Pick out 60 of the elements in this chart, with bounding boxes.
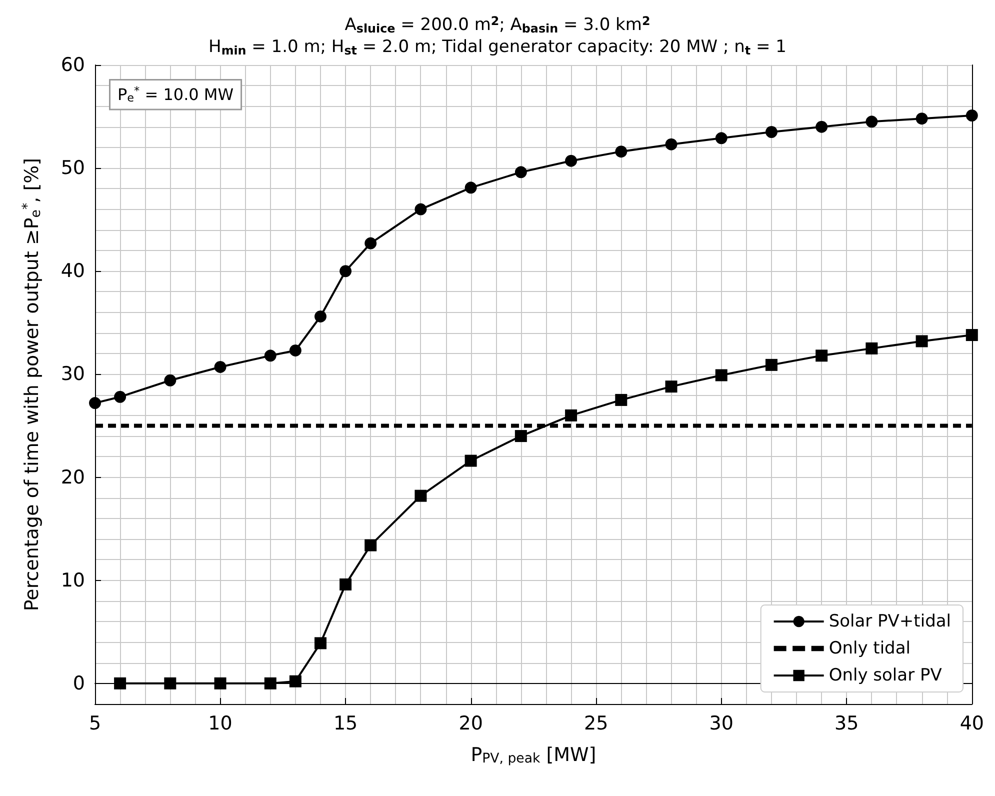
point (289, 675, 302, 688)
point (816, 120, 828, 133)
y-tick-label: 20 (60, 466, 85, 488)
point (765, 126, 778, 138)
x-tick-label: 25 (584, 712, 608, 734)
x-tick-label: 15 (333, 712, 358, 734)
point (866, 342, 878, 354)
point (765, 358, 778, 371)
point (966, 110, 978, 122)
y-tick-label: 40 (60, 260, 85, 282)
legend-label: Solar PV+tidal (828, 612, 951, 632)
point (340, 265, 352, 278)
x-tick-label: 20 (458, 712, 483, 734)
point (114, 677, 126, 690)
point (414, 490, 427, 502)
legend-label: Only tidal (828, 638, 910, 658)
point (464, 182, 477, 194)
point (866, 116, 878, 128)
point (164, 677, 176, 690)
point (464, 454, 477, 467)
point (214, 677, 226, 690)
point (340, 578, 352, 590)
point (89, 397, 101, 410)
point (615, 394, 628, 406)
legend-label: Only solar PV (828, 666, 942, 686)
point (364, 237, 377, 250)
point (414, 203, 427, 216)
point (164, 374, 176, 386)
y-tick-label: 10 (60, 569, 85, 592)
y-tick-label: 30 (60, 363, 85, 386)
point (715, 369, 728, 382)
point (966, 329, 978, 342)
x-tick-label: 30 (709, 712, 734, 734)
point (114, 390, 126, 403)
point (364, 539, 377, 552)
x-tick-label: 10 (208, 712, 232, 734)
point (565, 409, 578, 422)
point (264, 677, 276, 690)
point (565, 154, 578, 167)
x-tick-label: 40 (960, 712, 984, 734)
x-tick-label: 35 (834, 712, 859, 734)
point (615, 146, 628, 158)
y-axis-title: Percentage of time with power output ≥Pe*, [%] (20, 158, 44, 612)
point (665, 380, 678, 393)
y-tick-label: 0 (72, 672, 85, 694)
point (289, 344, 302, 356)
y-tick-label: 60 (60, 54, 85, 76)
point (314, 310, 326, 322)
point (264, 350, 276, 362)
point (916, 335, 928, 348)
point (916, 112, 928, 125)
point (514, 166, 527, 178)
point (715, 132, 728, 144)
point (214, 360, 226, 373)
x-tick-label: 5 (88, 712, 102, 734)
point (314, 637, 326, 650)
point (665, 138, 678, 150)
y-tick-label: 50 (60, 157, 85, 180)
point (514, 430, 527, 442)
point (816, 350, 828, 362)
